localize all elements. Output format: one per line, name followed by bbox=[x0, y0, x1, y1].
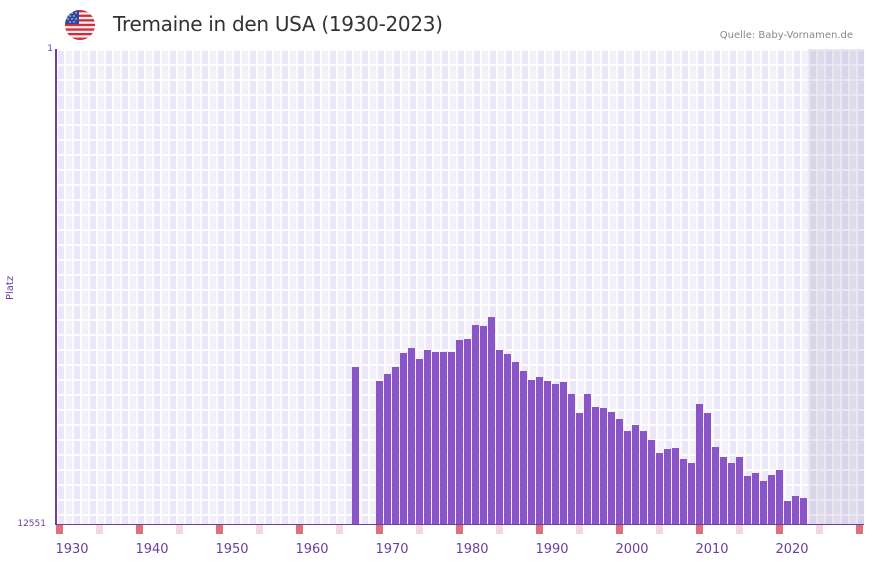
bar-1975[interactable] bbox=[416, 359, 423, 524]
bar-2003[interactable] bbox=[640, 431, 647, 524]
bar-2005[interactable] bbox=[656, 453, 663, 524]
year-marker-1995 bbox=[576, 525, 583, 534]
bar-1983[interactable] bbox=[480, 326, 487, 524]
bar-2022[interactable] bbox=[792, 496, 799, 524]
x-tick-1970: 1970 bbox=[372, 542, 412, 557]
year-marker-1990 bbox=[536, 525, 543, 534]
bar-1994[interactable] bbox=[568, 394, 575, 524]
bar-1982[interactable] bbox=[472, 325, 479, 525]
year-marker-1965 bbox=[336, 525, 343, 534]
x-tick-2000: 2000 bbox=[612, 542, 652, 557]
bar-1967[interactable] bbox=[352, 367, 359, 524]
bar-1981[interactable] bbox=[464, 339, 471, 524]
bar-2016[interactable] bbox=[744, 476, 751, 524]
x-tick-1950: 1950 bbox=[212, 542, 252, 557]
bar-2000[interactable] bbox=[616, 419, 623, 524]
bar-1992[interactable] bbox=[552, 384, 559, 524]
bar-2011[interactable] bbox=[704, 413, 711, 524]
bar-1985[interactable] bbox=[496, 350, 503, 524]
year-marker-1985 bbox=[496, 525, 503, 534]
bar-1971[interactable] bbox=[384, 374, 391, 524]
bar-2010[interactable] bbox=[696, 404, 703, 524]
bar-2019[interactable] bbox=[768, 475, 775, 524]
bar-1972[interactable] bbox=[392, 367, 399, 524]
year-marker-1960 bbox=[296, 525, 303, 534]
year-marker-2020 bbox=[776, 525, 783, 534]
y-tick-top: 1 bbox=[13, 44, 53, 54]
bar-1999[interactable] bbox=[608, 412, 615, 524]
bar-1987[interactable] bbox=[512, 362, 519, 524]
bar-2014[interactable] bbox=[728, 463, 735, 524]
x-tick-1980: 1980 bbox=[452, 542, 492, 557]
bar-1996[interactable] bbox=[584, 394, 591, 524]
bar-1989[interactable] bbox=[528, 380, 535, 524]
year-marker-2000 bbox=[616, 525, 623, 534]
bar-2008[interactable] bbox=[680, 459, 687, 524]
x-tick-2010: 2010 bbox=[692, 542, 732, 557]
y-axis-label: Platz bbox=[5, 276, 16, 300]
year-marker-1940 bbox=[136, 525, 143, 534]
chart-title: Tremaine in den USA (1930-2023) bbox=[113, 12, 443, 36]
bar-2009[interactable] bbox=[688, 463, 695, 524]
bar-1991[interactable] bbox=[544, 381, 551, 524]
bar-2004[interactable] bbox=[648, 440, 655, 524]
bar-2013[interactable] bbox=[720, 457, 727, 524]
x-tick-1940: 1940 bbox=[132, 542, 172, 557]
bar-2023[interactable] bbox=[800, 498, 807, 524]
bar-1986[interactable] bbox=[504, 354, 511, 524]
bar-1993[interactable] bbox=[560, 382, 567, 524]
bar-1980[interactable] bbox=[456, 340, 463, 524]
year-marker-2015 bbox=[736, 525, 743, 534]
bar-2012[interactable] bbox=[712, 447, 719, 524]
bar-2002[interactable] bbox=[632, 425, 639, 524]
year-marker-1955 bbox=[256, 525, 263, 534]
year-marker-2025 bbox=[816, 525, 823, 534]
bar-1977[interactable] bbox=[432, 352, 439, 524]
bar-1998[interactable] bbox=[600, 408, 607, 524]
bar-1997[interactable] bbox=[592, 407, 599, 524]
year-marker-1930 bbox=[56, 525, 63, 534]
x-tick-2020: 2020 bbox=[772, 542, 812, 557]
bar-2015[interactable] bbox=[736, 457, 743, 524]
x-tick-1930: 1930 bbox=[52, 542, 92, 557]
us-flag-icon bbox=[65, 10, 95, 40]
bar-2006[interactable] bbox=[664, 449, 671, 524]
year-marker-1935 bbox=[96, 525, 103, 534]
year-marker-1945 bbox=[176, 525, 183, 534]
bar-1995[interactable] bbox=[576, 413, 583, 524]
year-marker-2010 bbox=[696, 525, 703, 534]
bar-1984[interactable] bbox=[488, 317, 495, 524]
year-marker-2030 bbox=[856, 525, 863, 534]
bar-1978[interactable] bbox=[440, 352, 447, 524]
year-marker-1970 bbox=[376, 525, 383, 534]
bar-2020[interactable] bbox=[776, 470, 783, 524]
y-tick-bottom: 12551 bbox=[6, 519, 46, 529]
bar-1979[interactable] bbox=[448, 352, 455, 524]
bar-2017[interactable] bbox=[752, 473, 759, 524]
bar-1973[interactable] bbox=[400, 353, 407, 524]
x-tick-1990: 1990 bbox=[532, 542, 572, 557]
source-credit: Quelle: Baby-Vornamen.de bbox=[720, 30, 853, 41]
bar-1970[interactable] bbox=[376, 381, 383, 524]
bar-2007[interactable] bbox=[672, 448, 679, 524]
x-tick-1960: 1960 bbox=[292, 542, 332, 557]
bar-2021[interactable] bbox=[784, 501, 791, 524]
y-axis-line bbox=[55, 49, 57, 525]
bar-1990[interactable] bbox=[536, 377, 543, 524]
bar-2018[interactable] bbox=[760, 481, 767, 524]
bar-1988[interactable] bbox=[520, 371, 527, 524]
bar-2001[interactable] bbox=[624, 431, 631, 524]
year-marker-1975 bbox=[416, 525, 423, 534]
bar-1976[interactable] bbox=[424, 350, 431, 524]
year-marker-1950 bbox=[216, 525, 223, 534]
bar-1974[interactable] bbox=[408, 348, 415, 524]
year-marker-1980 bbox=[456, 525, 463, 534]
year-marker-2005 bbox=[656, 525, 663, 534]
future-shade bbox=[808, 49, 864, 524]
